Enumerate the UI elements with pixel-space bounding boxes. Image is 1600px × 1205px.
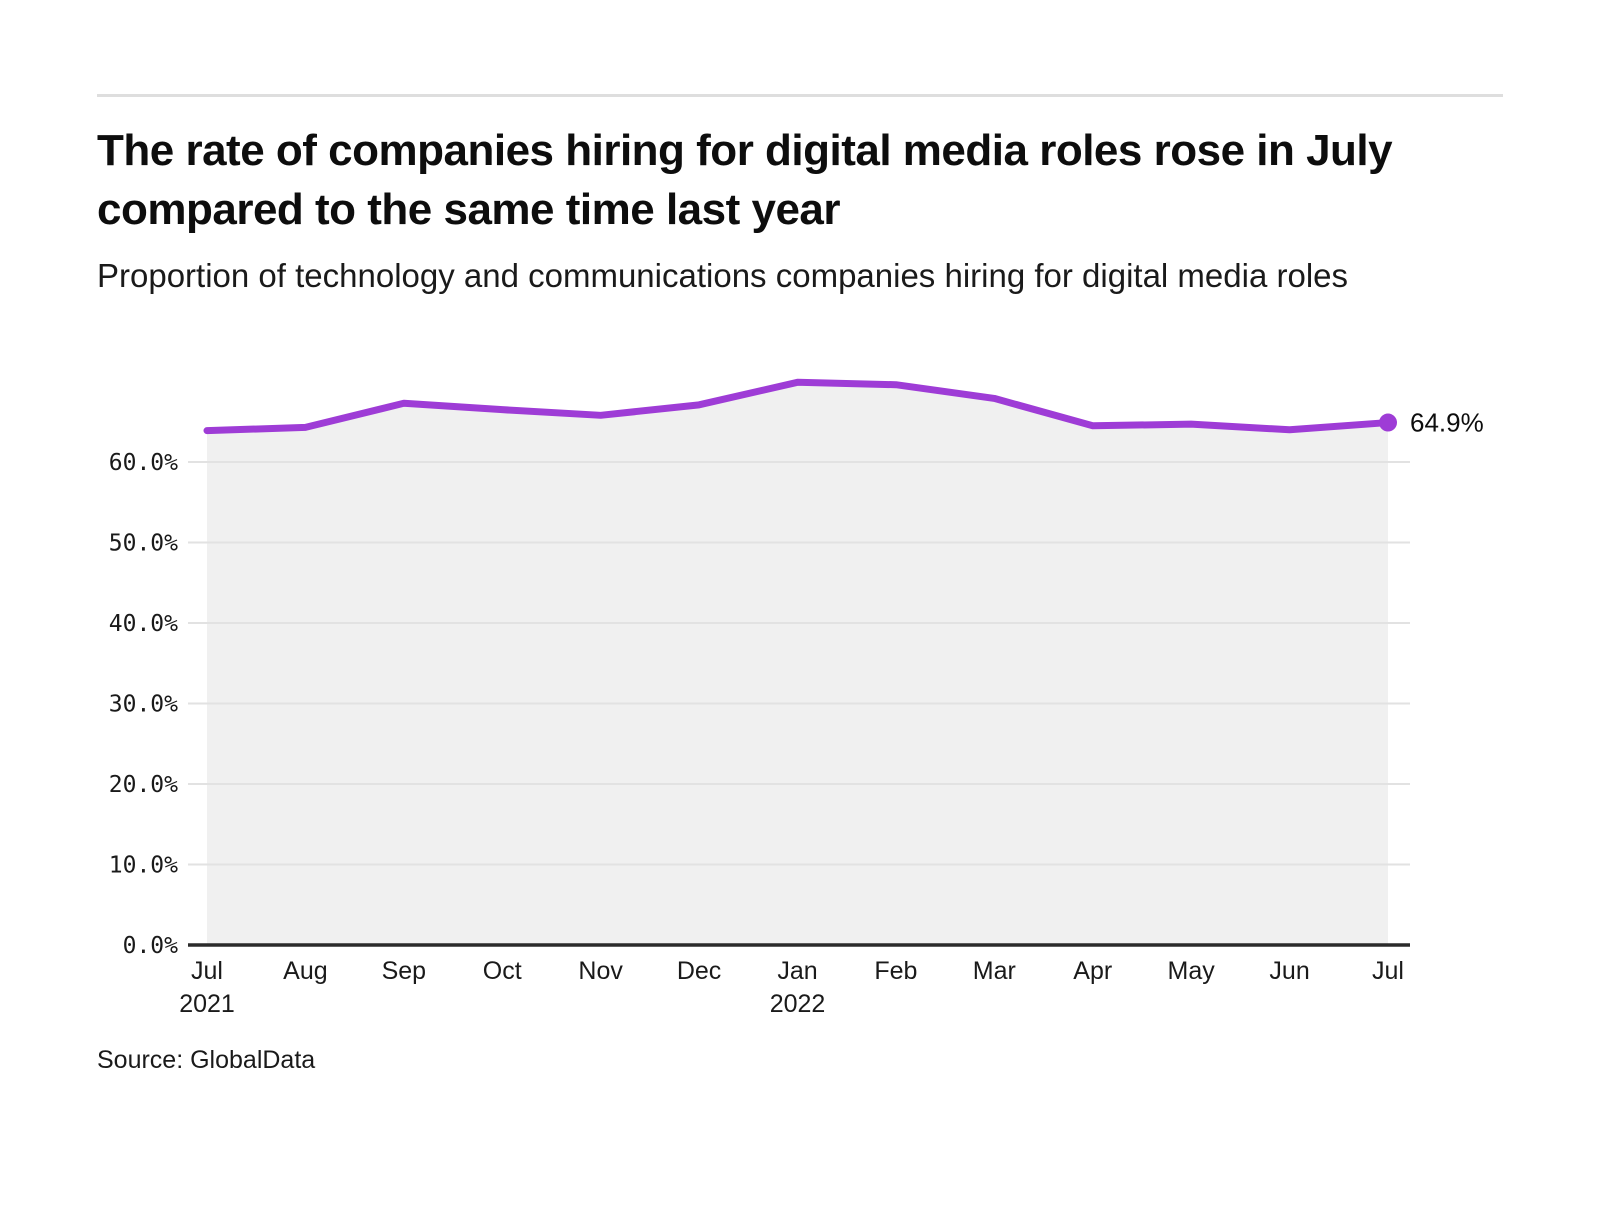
y-tick-label: 60.0% (109, 450, 178, 476)
x-tick-label: May (1168, 957, 1216, 985)
x-tick-label: Jul (1372, 957, 1404, 985)
x-tick-label: Jan (777, 957, 817, 985)
chart-title: The rate of companies hiring for digital… (97, 126, 1393, 234)
end-point-dot (1379, 413, 1397, 432)
series-line (203, 378, 1392, 435)
source-caption: Source: GlobalData (97, 1046, 316, 1074)
y-tick-label: 10.0% (109, 853, 178, 879)
y-tick-label: 30.0% (109, 692, 178, 718)
y-tick-label: 40.0% (109, 611, 178, 637)
y-tick-label: 0.0% (123, 933, 179, 959)
x-tick-label: Sep (382, 957, 426, 985)
x-tick-label: Dec (677, 957, 721, 985)
x-tick-label: Apr (1073, 957, 1112, 985)
top-divider-rule (97, 94, 1503, 97)
x-tick-label: Aug (283, 957, 327, 985)
x-tick-label: Nov (578, 957, 623, 985)
x-tick-label: Feb (874, 957, 917, 985)
y-tick-label: 50.0% (109, 531, 178, 557)
x-tick-label: Jul (191, 957, 223, 985)
y-tick-label: 20.0% (109, 772, 178, 798)
x-tick-label: Mar (973, 957, 1016, 985)
x-tick-sublabel: 2022 (770, 990, 826, 1018)
end-value-label: 64.9% (1410, 408, 1484, 438)
series-area (207, 382, 1388, 945)
x-tick-sublabel: 2021 (179, 990, 235, 1018)
x-tick-label: Jun (1269, 957, 1309, 985)
x-tick-label: Oct (483, 957, 522, 985)
chart-subtitle: Proportion of technology and communicati… (97, 257, 1349, 294)
